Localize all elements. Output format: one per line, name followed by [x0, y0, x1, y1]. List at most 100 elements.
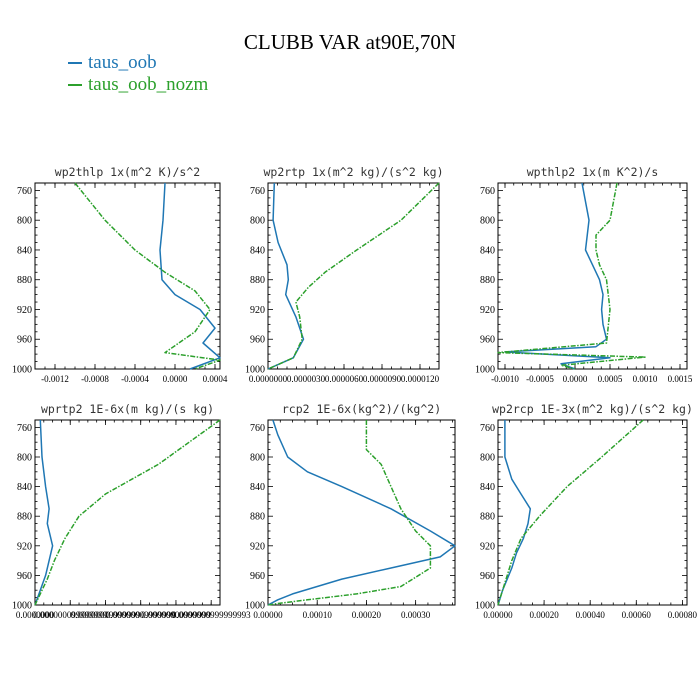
y-tick-label: 760 — [480, 423, 495, 434]
panel-title: wprtp2 1E-6x(m kg)/(s kg) — [41, 402, 214, 416]
x-tick-label: 0.0000030 — [287, 374, 326, 384]
y-tick-label: 800 — [250, 453, 265, 464]
y-tick-label: 1000 — [475, 601, 495, 612]
panel-title: wp2thlp 1x(m^2 K)/s^2 — [55, 165, 200, 179]
series-line-taus-oob-nozm — [267, 420, 432, 606]
y-tick-label: 840 — [480, 482, 495, 493]
x-tick-label: -0.0005 — [526, 374, 554, 384]
figure-title: CLUBB VAR at90E,70N — [243, 30, 457, 54]
y-tick-label: 920 — [250, 305, 265, 316]
x-tick-label: 0.00000 — [253, 610, 283, 620]
legend-swatch-taus-oob — [68, 62, 82, 64]
y-tick-label: 960 — [480, 571, 495, 582]
y-tick-label: 880 — [250, 512, 265, 523]
y-tick-label: 880 — [250, 275, 265, 286]
panel-4: wprtp2 1E-6x(m kg)/(s kg) 760 800 840 880 920… — [12, 402, 251, 620]
series-line-taus-oob — [267, 419, 456, 606]
plot-frame — [34, 419, 221, 606]
y-tick-label: 1000 — [245, 365, 265, 376]
x-tick-label: 0.00000009999999 — [71, 610, 141, 620]
y-tick-label: 840 — [250, 245, 265, 256]
x-tick-label: 0.0005 — [598, 374, 623, 384]
x-tick-label: 0.00000 — [483, 610, 513, 620]
series-line-taus-oob-nozm — [74, 182, 221, 370]
y-tick-label: 960 — [250, 335, 265, 346]
y-tick-label: 920 — [17, 541, 32, 552]
y-tick-label: 880 — [480, 512, 495, 523]
x-tick-label: 0.0000 — [563, 374, 588, 384]
x-tick-label: 0.00030 — [401, 610, 431, 620]
plot-frame — [497, 419, 688, 606]
y-tick-label: 840 — [480, 245, 495, 256]
legend-label-taus-oob: taus_oob — [88, 52, 157, 73]
legend-swatch-taus-oob-nozm — [68, 84, 82, 86]
series-line-taus-oob-nozm — [34, 419, 221, 606]
y-tick-label: 1000 — [12, 601, 32, 612]
x-tick-label: 0.00020 — [352, 610, 382, 620]
legend-item-taus-oob: taus_oob — [68, 52, 208, 74]
legend-label-taus-oob-nozm: taus_oob_nozm — [88, 74, 209, 95]
series-line-taus-oob — [159, 182, 221, 370]
y-tick-label: 960 — [480, 335, 495, 346]
series-line-taus-oob-nozm — [497, 419, 644, 606]
x-tick-label: 0.00010 — [303, 610, 333, 620]
y-tick-label: 760 — [250, 423, 265, 434]
series-line-taus-oob — [497, 420, 532, 606]
x-tick-label: 0.0004 — [203, 374, 228, 384]
x-tick-label: 0.0000000999999993 — [172, 610, 251, 620]
x-tick-label: 0.00020 — [529, 610, 559, 620]
y-tick-label: 760 — [17, 186, 32, 197]
y-tick-label: 800 — [480, 216, 495, 227]
y-tick-label: 960 — [17, 335, 32, 346]
y-tick-label: 840 — [250, 482, 265, 493]
x-tick-label: 0.0000000 — [249, 374, 288, 384]
x-tick-label: 0.00060 — [622, 610, 652, 620]
plot-frame — [34, 182, 221, 370]
legend-item-taus-oob-nozm: taus_oob_nozm — [68, 74, 208, 96]
y-tick-label: 840 — [17, 482, 32, 493]
plot-frame — [497, 182, 688, 370]
y-tick-label: 760 — [480, 186, 495, 197]
plot-frame — [267, 182, 440, 370]
x-tick-label: 0.0000 — [163, 374, 188, 384]
panel-1: wp2thlp 1x(m^2 K)/s^2 760 800 840 880 920 960 1… — [12, 165, 228, 384]
panel-title: wp2rtp 1x(m^2 kg)/(s^2 kg) — [263, 165, 443, 179]
y-tick-label: 880 — [480, 275, 495, 286]
y-tick-label: 960 — [17, 571, 32, 582]
legend: taus_oob taus_oob_nozm — [68, 52, 208, 96]
y-tick-label: 960 — [250, 571, 265, 582]
panel-2: wp2rtp 1x(m^2 kg)/(s^2 kg) 760 800 840 880 92… — [245, 165, 444, 384]
x-tick-label: 0.00040 — [576, 610, 606, 620]
x-tick-label: -0.0012 — [41, 374, 69, 384]
y-tick-label: 1000 — [475, 365, 495, 376]
panel-5: rcp2 1E-6x(kg^2)/(kg^2) 760 800 840 880 920 96… — [245, 402, 456, 620]
x-tick-label: 0.0000090 — [363, 374, 402, 384]
y-tick-label: 920 — [480, 541, 495, 552]
panel-6: wp2rcp 1E-3x(m^2 kg)/(s^2 kg) 760 800 840 88… — [475, 402, 698, 620]
x-tick-label: 0.00000009999999 — [106, 610, 176, 620]
x-tick-label: 0.0015 — [668, 374, 693, 384]
y-tick-label: 880 — [17, 275, 32, 286]
series-line-taus-oob — [267, 182, 305, 370]
x-tick-label: 0.0000120 — [401, 374, 440, 384]
x-tick-label: 0.0000060 — [325, 374, 364, 384]
y-tick-label: 840 — [17, 245, 32, 256]
panel-title: wpthlp2 1x(m K^2)/s — [527, 165, 659, 179]
y-tick-label: 920 — [17, 305, 32, 316]
x-tick-label: 0.0000000 — [16, 610, 55, 620]
y-tick-label: 800 — [17, 453, 32, 464]
y-tick-label: 800 — [250, 216, 265, 227]
y-tick-label: 920 — [480, 305, 495, 316]
x-tick-label: 0.000000099999999 — [33, 610, 108, 620]
y-tick-label: 1000 — [12, 365, 32, 376]
y-tick-label: 800 — [480, 453, 495, 464]
y-tick-label: 760 — [17, 423, 32, 434]
x-tick-label: 0.00000000999999 — [141, 610, 211, 620]
y-tick-label: 920 — [250, 541, 265, 552]
series-line-taus-oob-nozm — [497, 182, 646, 370]
y-tick-label: 760 — [250, 186, 265, 197]
panel-3: wpthlp2 1x(m K^2)/s 760 800 840 880 920 960 100… — [475, 165, 693, 384]
plot-frame — [267, 419, 456, 606]
x-tick-label: -0.0004 — [121, 374, 149, 384]
